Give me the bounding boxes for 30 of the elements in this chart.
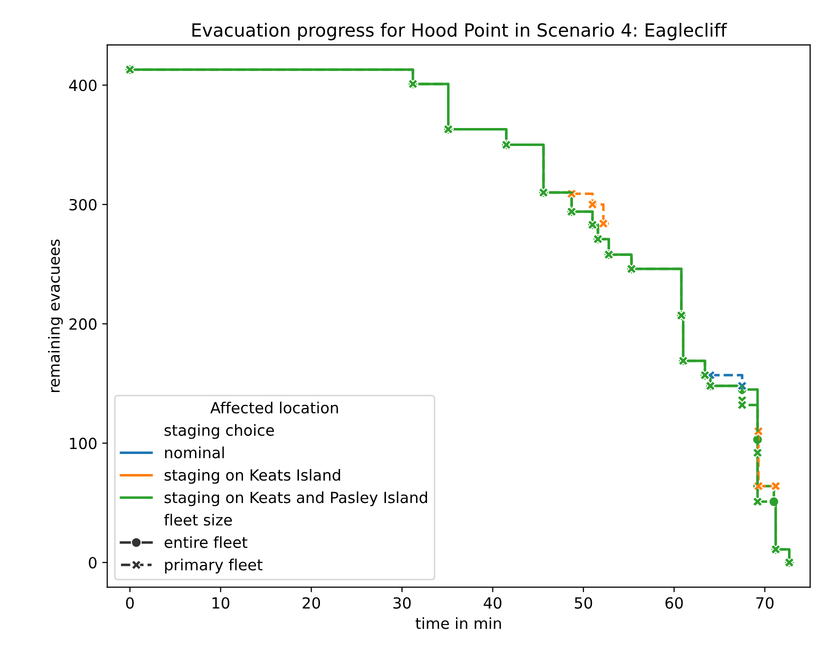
x-tick-label: 60 (665, 597, 683, 609)
y-tick-label: 300 (70, 198, 97, 210)
legend-title: Affected location (210, 402, 338, 414)
x-tick-label: 0 (126, 597, 134, 609)
legend-label: staging on Keats Island (164, 468, 340, 484)
x-tick-label: 40 (484, 597, 502, 609)
annotation: staging choice (164, 424, 274, 439)
chart-title: Evacuation progress for Hood Point in Scenario 4: Eaglecliff (192, 22, 728, 40)
x-tick-label: 10 (212, 597, 230, 609)
annotation: entire fleet (164, 536, 248, 548)
y-tick-label: 400 (69, 80, 97, 92)
annotation: primary fleet (165, 558, 262, 574)
point (598, 218, 609, 229)
y-tick-label: 200 (69, 318, 97, 330)
point (587, 199, 598, 210)
x-axis-title: time in min (416, 617, 501, 630)
annotation: fleet size (164, 514, 232, 526)
point (752, 496, 763, 508)
legend-label: nominal (165, 446, 224, 458)
legend-label: staging on Keats and Pasley Island (164, 491, 428, 506)
y-tick-label: 0 (88, 556, 97, 569)
y-tick-label: 100 (70, 438, 97, 450)
x-tick-label: 50 (574, 597, 592, 609)
x-tick-label: 70 (756, 597, 774, 609)
point (752, 447, 763, 458)
y-axis-title: remaining evacuees (48, 239, 63, 392)
x-tick-label: 30 (393, 597, 411, 609)
x-tick-label: 20 (302, 597, 320, 609)
point (736, 400, 748, 410)
point (770, 480, 782, 492)
